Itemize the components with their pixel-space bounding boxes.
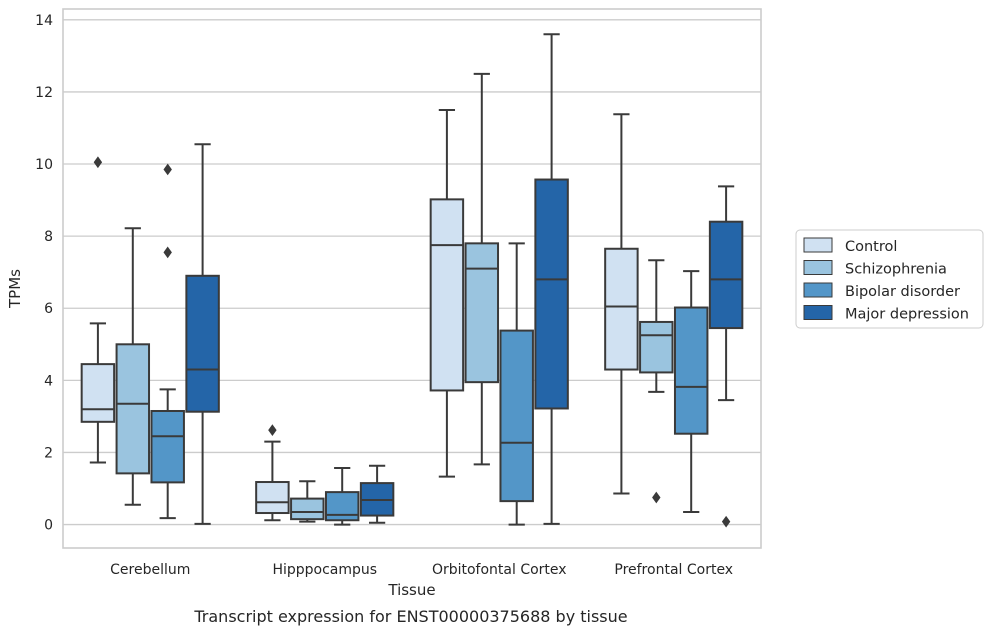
legend-frame: [795, 229, 984, 329]
y-tick-label: 2: [44, 445, 53, 461]
legend-label: Bipolar disorder: [845, 284, 960, 300]
y-tick-label: 12: [35, 85, 53, 101]
iqr-box: [499, 329, 534, 503]
box-control: [80, 156, 116, 464]
legend-label: Major depression: [845, 307, 969, 323]
outlier-point: [268, 424, 277, 436]
y-axis-ticks: 0 2 4 6 8 10 12 14: [35, 13, 53, 534]
y-tick-label: 8: [44, 229, 53, 245]
iqr-box: [673, 306, 709, 435]
iqr-box: [464, 242, 500, 384]
iqr-box: [708, 220, 744, 330]
iqr-box: [534, 178, 569, 410]
iqr-box: [80, 363, 116, 423]
chart-caption: Transcript expression for ENST0000037568…: [193, 607, 627, 626]
legend-swatch: [803, 305, 833, 320]
legend-swatch: [803, 237, 833, 253]
legend-label: Schizophrenia: [845, 262, 947, 278]
box-major-depression: [359, 464, 395, 524]
x-tick-label: Prefrontal Cortex: [614, 562, 733, 578]
x-tick-label: Cerebellum: [110, 562, 190, 578]
iqr-box: [639, 320, 674, 374]
box-bipolar-disorder: [673, 270, 709, 513]
legend-label: Control: [845, 239, 897, 255]
box-schizophrenia: [639, 259, 674, 504]
box-schizophrenia: [290, 480, 325, 523]
x-tick-label: Orbitofontal Cortex: [432, 562, 567, 578]
outlier-point: [163, 163, 172, 176]
iqr-box: [429, 198, 465, 392]
y-tick-label: 0: [44, 518, 53, 534]
plot-series: [80, 33, 744, 528]
plot-frame: [62, 8, 762, 549]
box-major-depression: [185, 143, 220, 525]
box-major-depression: [534, 33, 569, 525]
outlier-point: [721, 515, 731, 528]
y-tick-label: 10: [35, 157, 53, 173]
iqr-box: [115, 343, 151, 475]
x-axis-ticks: Cerebellum Hipppocampus Orbitofontal Corte…: [110, 562, 733, 578]
legend-swatch: [803, 260, 833, 275]
box-bipolar-disorder: [499, 242, 534, 526]
y-tick-label: 6: [44, 301, 53, 317]
iqr-box: [324, 491, 360, 522]
outlier-point: [163, 246, 172, 259]
box-bipolar-disorder: [150, 163, 185, 520]
legend: Control Schizophrenia Bipolar disorder Majo…: [795, 229, 984, 329]
iqr-box: [290, 497, 325, 521]
y-tick-label: 4: [44, 373, 53, 389]
box-major-depression: [708, 185, 744, 528]
outlier-point: [652, 491, 661, 504]
legend-swatch: [803, 282, 833, 298]
y-tick-label: 14: [35, 13, 53, 29]
box-schizophrenia: [115, 227, 151, 506]
x-tick-label: Hipppocampus: [272, 562, 377, 578]
box-control: [604, 113, 639, 495]
outlier-point: [93, 156, 103, 169]
box-control: [255, 424, 290, 522]
iqr-box: [255, 481, 290, 515]
box-schizophrenia: [464, 72, 500, 466]
iqr-box: [185, 274, 220, 413]
y-axis-label: TPMs: [6, 269, 24, 309]
box-control: [429, 108, 465, 478]
box-bipolar-disorder: [324, 466, 360, 526]
iqr-box: [604, 247, 639, 371]
x-axis-label: Tissue: [387, 581, 435, 599]
iqr-box: [150, 409, 185, 484]
